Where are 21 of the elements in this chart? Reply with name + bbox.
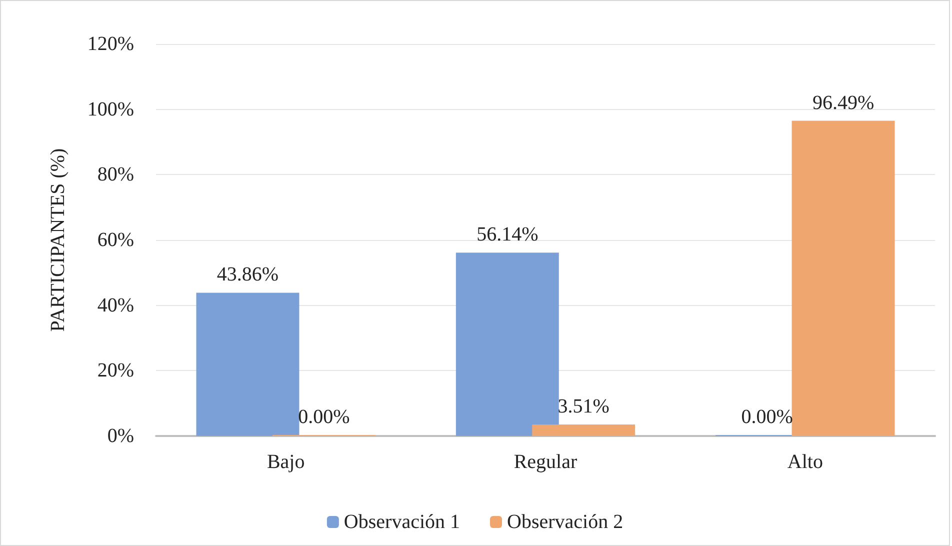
y-axis-title: PARTICIPANTES (%) bbox=[47, 148, 69, 332]
data-label: 56.14% bbox=[476, 224, 538, 246]
data-label: 3.51% bbox=[558, 396, 610, 418]
legend-label: Observación 2 bbox=[507, 511, 624, 533]
y-tick-label: 60% bbox=[97, 229, 134, 251]
y-tick-label: 0% bbox=[107, 425, 134, 447]
bar bbox=[792, 120, 895, 436]
y-tick-label: 80% bbox=[97, 164, 134, 186]
legend-label: Observación 1 bbox=[344, 511, 460, 533]
bar bbox=[196, 292, 300, 436]
data-label: 96.49% bbox=[812, 92, 874, 114]
data-label: 43.86% bbox=[216, 264, 279, 286]
y-tick-label: 100% bbox=[87, 98, 134, 120]
y-tick-label: 120% bbox=[87, 33, 134, 55]
x-tick-label: Alto bbox=[787, 451, 823, 473]
y-tick-label: 40% bbox=[97, 294, 134, 316]
x-tick-label: Regular bbox=[514, 451, 578, 473]
y-tick-label: 20% bbox=[97, 360, 134, 382]
x-tick-label: Bajo bbox=[266, 451, 305, 473]
bar bbox=[456, 252, 559, 436]
bar bbox=[532, 424, 636, 436]
